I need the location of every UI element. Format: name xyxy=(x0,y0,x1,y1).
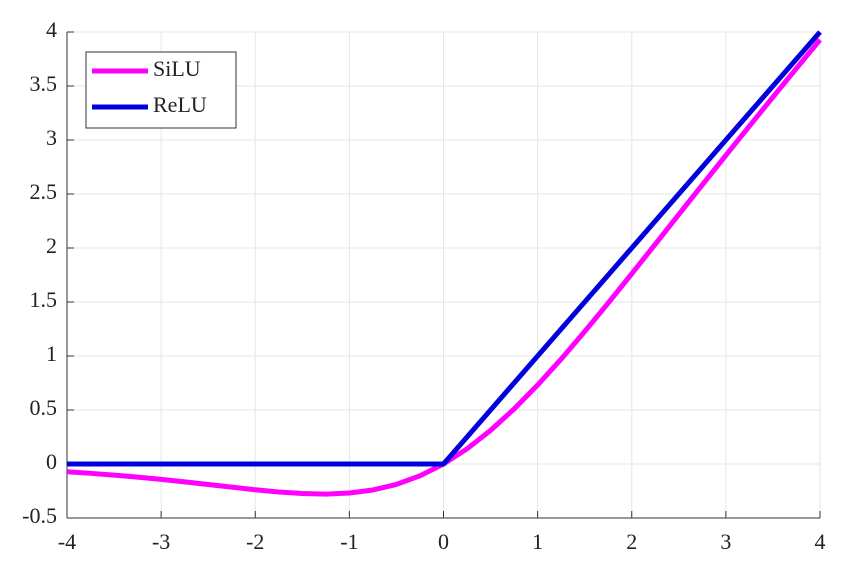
x-tick-label: 2 xyxy=(626,529,637,554)
x-tick-label: 4 xyxy=(815,529,826,554)
y-tick-label: 4 xyxy=(46,17,57,42)
y-tick-label: 0 xyxy=(46,449,57,474)
y-tick-label: -0.5 xyxy=(22,503,57,528)
x-tick-label: 0 xyxy=(438,529,449,554)
y-tick-label: 0.5 xyxy=(30,395,58,420)
x-tick-label: -3 xyxy=(152,529,170,554)
x-tick-label: -1 xyxy=(340,529,358,554)
x-tick-label: -2 xyxy=(246,529,264,554)
y-tick-label: 3 xyxy=(46,125,57,150)
legend-box xyxy=(85,51,237,129)
y-tick-label: 1.5 xyxy=(30,287,58,312)
y-tick-label: 1 xyxy=(46,341,57,366)
x-tick-label: 3 xyxy=(720,529,731,554)
y-tick-label: 3.5 xyxy=(30,71,58,96)
x-tick-label: 1 xyxy=(532,529,543,554)
y-tick-label: 2.5 xyxy=(30,179,58,204)
y-tick-label: 2 xyxy=(46,233,57,258)
x-tick-label: -4 xyxy=(58,529,76,554)
legend-label: ReLU xyxy=(153,92,207,117)
legend-label: SiLU xyxy=(153,56,201,81)
line xyxy=(67,30,822,467)
